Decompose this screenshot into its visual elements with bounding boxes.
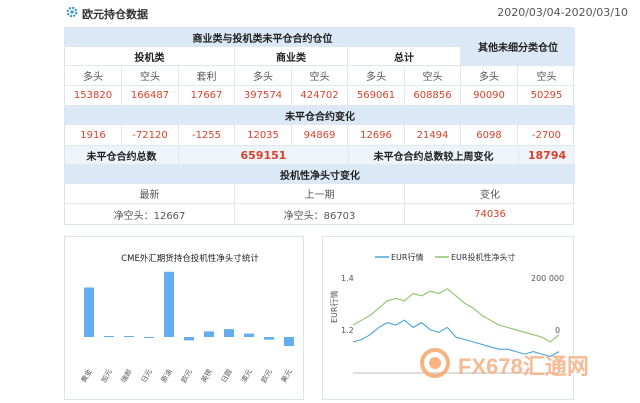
net-change-title: 投机性净头寸变化 — [65, 165, 575, 184]
positions-table: 商业类与投机类未平仓合约仓位 其他未细分类仓位 投机类 商业类 总计 多头 空头… — [64, 27, 575, 225]
y-left-axis-label: EUR行情 — [329, 291, 339, 323]
net-change-title-row: 投机性净头寸变化 — [65, 165, 575, 184]
oi-change-values-row: 1916 -72120 -1255 12035 94869 12696 2149… — [65, 125, 575, 146]
bar-chart-panel: CME外汇期货持仓投机性净头寸统计 黄金 加元 瑞郎 日元 原油 欧元 英镑 日圆 澳元 欧元 美元 — [64, 236, 304, 400]
date-range: 2020/03/04-2020/03/10 — [497, 6, 628, 19]
fx678-logo-icon — [420, 348, 450, 378]
col-header: 多头 — [461, 66, 518, 86]
table-cell: 397574 — [235, 86, 292, 106]
weekly-change-value: 18794 — [519, 146, 575, 165]
series-line-eur-price — [352, 319, 560, 358]
table-cell: 153820 — [65, 86, 122, 106]
x-tick-label: 美元 — [279, 368, 294, 385]
bar — [264, 337, 274, 340]
speculative-header: 投机类 — [65, 47, 235, 66]
net-values-row: 净空头：12667 净空头：86703 74036 — [65, 204, 573, 225]
col-header: 多头 — [235, 66, 292, 86]
total-oi-label: 未平仓合约总数 — [65, 146, 179, 165]
total-header: 总计 — [348, 47, 461, 66]
bar — [144, 337, 154, 338]
table-header-row-2: 投机类 商业类 总计 — [65, 47, 573, 66]
bar — [184, 337, 194, 341]
gear-icon — [66, 6, 78, 18]
table-cell: 50295 — [518, 86, 575, 106]
net-previous-header: 上一期 — [235, 184, 405, 204]
table-cell: 166487 — [122, 86, 179, 106]
table-cell: 21494 — [405, 125, 461, 146]
bar — [164, 271, 174, 337]
col-header: 多头 — [348, 66, 405, 86]
x-tick-label: 加元 — [99, 368, 114, 385]
oi-totals-row: 未平仓合约总数 659151 未平仓合约总数较上周变化 18794 — [65, 146, 575, 165]
col-header: 套利 — [179, 66, 235, 86]
net-latest-value: 净空头：12667 — [65, 204, 235, 225]
x-tick-label: 日圆 — [220, 368, 234, 384]
bar — [84, 287, 94, 337]
bar — [204, 331, 214, 337]
table-cell: 94869 — [292, 125, 348, 146]
bar — [244, 333, 254, 337]
col-header: 空头 — [292, 66, 348, 86]
x-tick-label: 日元 — [140, 368, 154, 384]
table-cell: 12035 — [235, 125, 292, 146]
col-header: 空头 — [405, 66, 461, 86]
bar — [104, 336, 114, 337]
x-tick-label: 原油 — [159, 368, 174, 385]
x-tick-label: 黄金 — [79, 368, 94, 385]
table-header-row-1: 商业类与投机类未平仓合约仓位 其他未细分类仓位 — [65, 28, 575, 66]
x-tick-label: 英镑 — [199, 368, 214, 385]
oi-change-title-row: 未平仓合约变化 — [65, 106, 575, 125]
table-cell: 17667 — [179, 86, 235, 106]
y-right-tick: 200 000 — [531, 274, 564, 283]
page-title: 欧元持仓数据 — [82, 8, 148, 21]
weekly-change-label: 未平仓合约总数较上周变化 — [349, 146, 519, 165]
series-line-eur-net-position — [352, 288, 560, 343]
table-cell: 608856 — [405, 86, 461, 106]
col-header: 空头 — [122, 66, 179, 86]
net-latest-header: 最新 — [65, 184, 235, 204]
y-left-tick: 1.2 — [341, 326, 354, 335]
table-cell: 6098 — [461, 125, 518, 146]
col-header: 多头 — [65, 66, 122, 86]
table-cell: 90090 — [461, 86, 518, 106]
watermark-text: FX678汇通网 — [458, 354, 589, 379]
bar — [124, 336, 134, 337]
legend-eur-price: EUR行情 — [391, 252, 423, 262]
bar — [284, 337, 294, 346]
table-cell: 569061 — [348, 86, 405, 106]
net-change-value: 74036 — [474, 209, 506, 220]
table-header-row-3: 多头 空头 套利 多头 空头 多头 空头 多头 空头 — [65, 66, 575, 86]
y-left-tick: 1.4 — [341, 274, 354, 283]
table-cell: 12696 — [348, 125, 405, 146]
col-header: 空头 — [518, 66, 575, 86]
table-cell: 1916 — [65, 125, 122, 146]
line-chart-panel: EUR行情 EUR投机性净头寸 1.4 1.2 200 000 0 EUR行情 — [322, 236, 574, 400]
net-previous-value: 净空头：86703 — [235, 204, 405, 225]
x-tick-label: 澳元 — [239, 368, 254, 385]
positions-values-row: 153820 166487 17667 397574 424702 569061… — [65, 86, 575, 106]
table-cell: 424702 — [292, 86, 348, 106]
y-right-tick: 0 — [555, 326, 560, 335]
bar-chart-title: CME外汇期货持仓投机性净头寸统计 — [121, 253, 259, 264]
oi-change-title: 未平仓合约变化 — [65, 106, 575, 125]
net-change-header: 变化 — [405, 184, 575, 204]
net-headers-row: 最新 上一期 变化 — [65, 184, 575, 204]
table-cell: -2700 — [518, 125, 575, 146]
total-oi-value: 659151 — [179, 146, 349, 165]
legend-eur-net: EUR投机性净头寸 — [451, 252, 515, 262]
other-unclassified-header: 其他未细分类仓位 — [461, 28, 575, 66]
line-chart: EUR行情 EUR投机性净头寸 1.4 1.2 200 000 0 EUR行情 — [329, 252, 564, 374]
x-tick-label: 欧元 — [259, 368, 274, 385]
x-tick-label: 瑞郎 — [119, 368, 134, 385]
bar-chart: CME外汇期货持仓投机性净头寸统计 黄金 加元 瑞郎 日元 原油 欧元 英镑 日圆 澳元 欧元 美元 — [79, 253, 294, 385]
bar — [224, 329, 234, 337]
x-tick-label: 欧元 — [179, 368, 194, 385]
watermark: FX678汇通网 — [418, 346, 598, 380]
table-cell: -1255 — [179, 125, 235, 146]
commercial-header: 商业类 — [235, 47, 348, 66]
page-header: 欧元持仓数据 2020/03/04-2020/03/10 — [0, 0, 640, 26]
table-cell: -72120 — [122, 125, 179, 146]
commercial-noncommercial-header: 商业类与投机类未平仓合约仓位 — [65, 28, 461, 47]
